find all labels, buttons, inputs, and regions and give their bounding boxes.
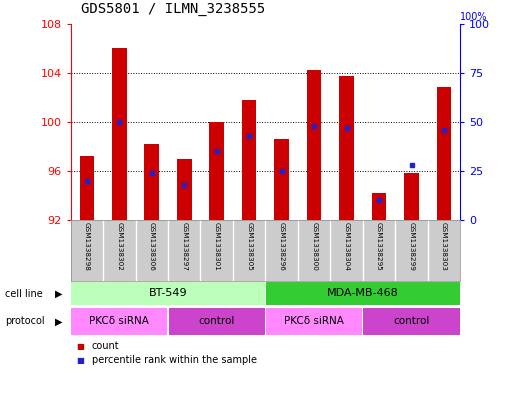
Text: percentile rank within the sample: percentile rank within the sample [92, 355, 256, 365]
Text: PKCδ siRNA: PKCδ siRNA [284, 316, 344, 326]
Text: GSM1338304: GSM1338304 [344, 222, 349, 271]
Bar [79, 156, 94, 220]
Bar [71, 282, 265, 305]
Text: GSM1338295: GSM1338295 [376, 222, 382, 271]
Text: GSM1338303: GSM1338303 [441, 222, 447, 271]
Bar [437, 88, 451, 220]
Text: GSM1338305: GSM1338305 [246, 222, 252, 271]
Bar [177, 159, 191, 220]
Bar [242, 100, 256, 220]
Text: 100%: 100% [460, 12, 487, 22]
Text: GSM1338301: GSM1338301 [214, 222, 220, 271]
Text: GSM1338299: GSM1338299 [408, 222, 415, 271]
Text: count: count [92, 341, 119, 351]
Text: cell line: cell line [5, 289, 43, 299]
Text: MDA-MB-468: MDA-MB-468 [327, 288, 399, 298]
Bar [144, 144, 159, 220]
Text: protocol: protocol [5, 316, 45, 326]
Text: control: control [199, 316, 235, 326]
Bar [71, 308, 167, 334]
Text: GSM1338306: GSM1338306 [149, 222, 155, 271]
Bar [266, 282, 460, 305]
Bar [266, 308, 362, 334]
Text: GSM1338298: GSM1338298 [84, 222, 90, 271]
Text: GSM1338297: GSM1338297 [181, 222, 187, 271]
Text: GSM1338300: GSM1338300 [311, 222, 317, 271]
Text: ■: ■ [76, 356, 84, 365]
Text: GDS5801 / ILMN_3238555: GDS5801 / ILMN_3238555 [81, 2, 265, 16]
Text: GSM1338302: GSM1338302 [116, 222, 122, 271]
Text: ▶: ▶ [55, 289, 62, 299]
Bar [275, 139, 289, 220]
Text: BT-549: BT-549 [149, 288, 187, 298]
Text: ■: ■ [76, 342, 84, 351]
Bar [209, 122, 224, 220]
Bar [112, 48, 127, 220]
Bar [307, 70, 322, 220]
Bar [363, 308, 460, 334]
Bar [404, 173, 419, 220]
Bar [372, 193, 386, 220]
Text: control: control [393, 316, 430, 326]
Text: GSM1338296: GSM1338296 [279, 222, 285, 271]
Text: PKCδ siRNA: PKCδ siRNA [89, 316, 149, 326]
Bar [339, 76, 354, 220]
Bar [168, 308, 265, 334]
Text: ▶: ▶ [55, 316, 62, 326]
